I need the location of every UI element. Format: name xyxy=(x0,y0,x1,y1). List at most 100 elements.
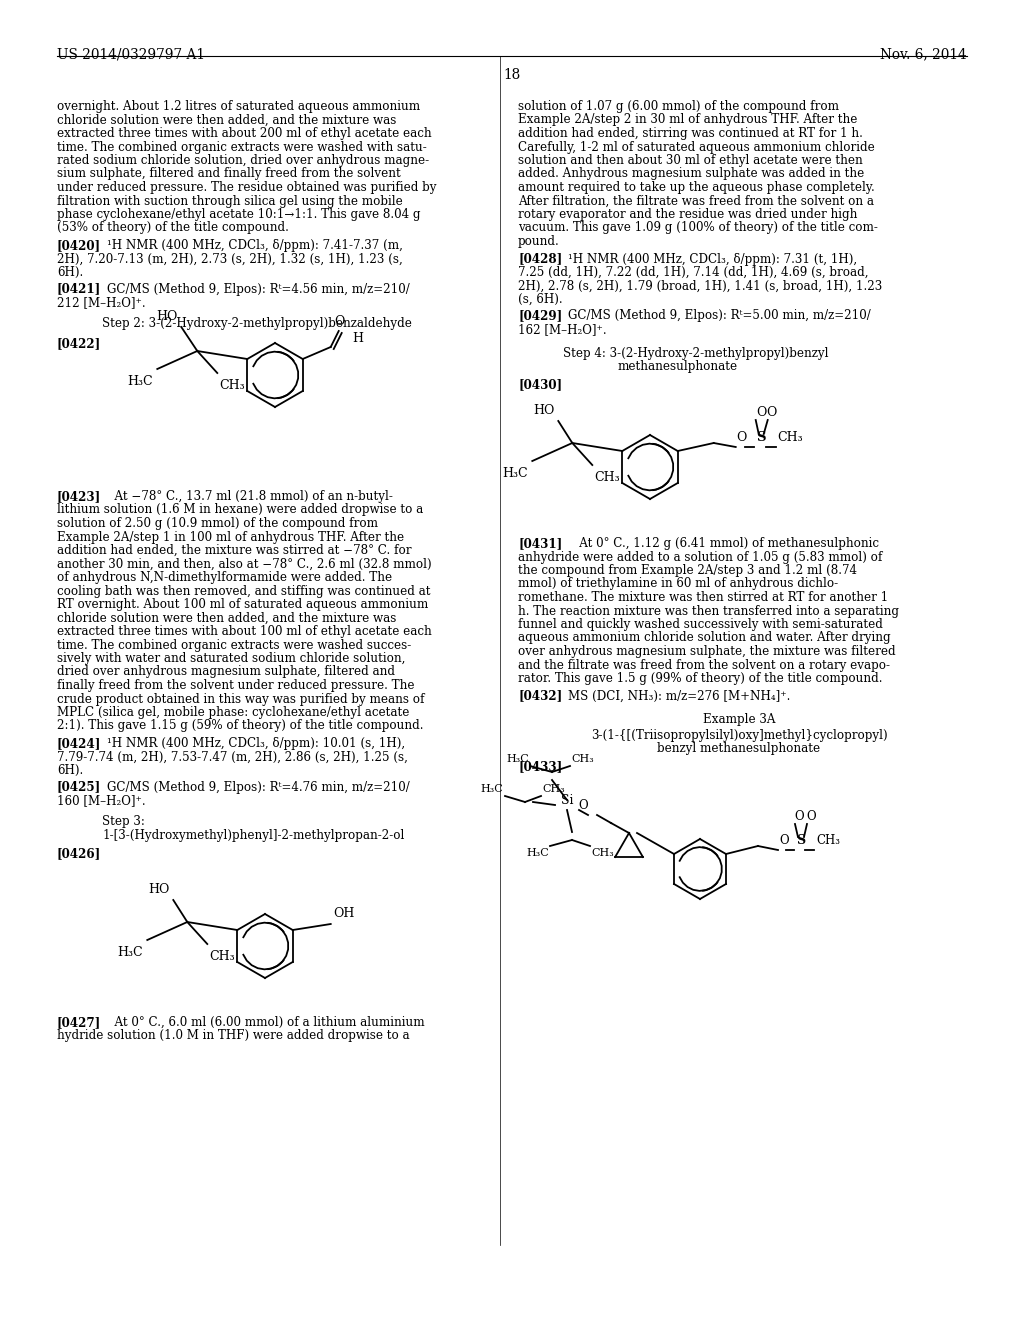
Text: Step 3:: Step 3: xyxy=(102,816,144,829)
Text: 212 [M–H₂O]⁺.: 212 [M–H₂O]⁺. xyxy=(57,296,145,309)
Text: [0426]: [0426] xyxy=(57,847,101,861)
Text: H₃C: H₃C xyxy=(118,946,143,960)
Text: S: S xyxy=(756,432,765,444)
Text: GC/MS (Method 9, Elpos): Rᵗ=4.56 min, m/z=210/: GC/MS (Method 9, Elpos): Rᵗ=4.56 min, m/… xyxy=(106,282,410,296)
Text: another 30 min, and then, also at −78° C., 2.6 ml (32.8 mmol): another 30 min, and then, also at −78° C… xyxy=(57,557,432,570)
Text: HO: HO xyxy=(147,883,169,896)
Text: After filtration, the filtrate was freed from the solvent on a: After filtration, the filtrate was freed… xyxy=(518,194,874,207)
Text: 2H), 2.78 (s, 2H), 1.79 (broad, 1H), 1.41 (s, broad, 1H), 1.23: 2H), 2.78 (s, 2H), 1.79 (broad, 1H), 1.4… xyxy=(518,280,883,293)
Text: 160 [M–H₂O]⁺.: 160 [M–H₂O]⁺. xyxy=(57,795,145,807)
Text: added. Anhydrous magnesium sulphate was added in the: added. Anhydrous magnesium sulphate was … xyxy=(518,168,864,181)
Text: HO: HO xyxy=(532,404,554,417)
Text: H₃C: H₃C xyxy=(503,467,528,480)
Text: Si: Si xyxy=(561,795,573,807)
Text: solution of 1.07 g (6.00 mmol) of the compound from: solution of 1.07 g (6.00 mmol) of the co… xyxy=(518,100,839,114)
Text: addition had ended, the mixture was stirred at −78° C. for: addition had ended, the mixture was stir… xyxy=(57,544,412,557)
Text: pound.: pound. xyxy=(518,235,560,248)
Text: Example 3A: Example 3A xyxy=(702,713,775,726)
Text: filtration with suction through silica gel using the mobile: filtration with suction through silica g… xyxy=(57,194,402,207)
Text: RT overnight. About 100 ml of saturated aqueous ammonium: RT overnight. About 100 ml of saturated … xyxy=(57,598,428,611)
Text: GC/MS (Method 9, Elpos): Rᵗ=4.76 min, m/z=210/: GC/MS (Method 9, Elpos): Rᵗ=4.76 min, m/… xyxy=(106,780,410,793)
Text: addition had ended, stirring was continued at RT for 1 h.: addition had ended, stirring was continu… xyxy=(518,127,863,140)
Text: CH₃: CH₃ xyxy=(594,471,620,484)
Text: Step 4: 3-(2-Hydroxy-2-methylpropyl)benzyl: Step 4: 3-(2-Hydroxy-2-methylpropyl)benz… xyxy=(563,346,828,359)
Text: 2H), 7.20-7.13 (m, 2H), 2.73 (s, 2H), 1.32 (s, 1H), 1.23 (s,: 2H), 7.20-7.13 (m, 2H), 2.73 (s, 2H), 1.… xyxy=(57,252,402,265)
Text: CH₃: CH₃ xyxy=(542,784,565,795)
Text: aqueous ammonium chloride solution and water. After drying: aqueous ammonium chloride solution and w… xyxy=(518,631,891,644)
Text: H: H xyxy=(352,333,364,346)
Text: solution and then about 30 ml of ethyl acetate were then: solution and then about 30 ml of ethyl a… xyxy=(518,154,863,168)
Text: Step 2: 3-(2-Hydroxy-2-methylpropyl)benzaldehyde: Step 2: 3-(2-Hydroxy-2-methylpropyl)benz… xyxy=(102,318,412,330)
Text: CH₃: CH₃ xyxy=(209,950,234,964)
Text: dried over anhydrous magnesium sulphate, filtered and: dried over anhydrous magnesium sulphate,… xyxy=(57,665,395,678)
Text: O: O xyxy=(794,810,804,822)
Text: H₃C: H₃C xyxy=(506,754,529,764)
Text: At 0° C., 6.0 ml (6.00 mmol) of a lithium aluminium: At 0° C., 6.0 ml (6.00 mmol) of a lithiu… xyxy=(106,1016,425,1030)
Text: CH₃: CH₃ xyxy=(571,754,594,764)
Text: solution of 2.50 g (10.9 mmol) of the compound from: solution of 2.50 g (10.9 mmol) of the co… xyxy=(57,517,378,531)
Text: 7.25 (dd, 1H), 7.22 (dd, 1H), 7.14 (dd, 1H), 4.69 (s, broad,: 7.25 (dd, 1H), 7.22 (dd, 1H), 7.14 (dd, … xyxy=(518,267,868,279)
Text: 2:1). This gave 1.15 g (59% of theory) of the title compound.: 2:1). This gave 1.15 g (59% of theory) o… xyxy=(57,719,424,733)
Text: At −78° C., 13.7 ml (21.8 mmol) of an n-butyl-: At −78° C., 13.7 ml (21.8 mmol) of an n-… xyxy=(106,490,393,503)
Text: Nov. 6, 2014: Nov. 6, 2014 xyxy=(881,48,967,61)
Text: time. The combined organic extracts were washed succes-: time. The combined organic extracts were… xyxy=(57,639,412,652)
Text: [0424]: [0424] xyxy=(57,737,101,750)
Text: (s, 6H).: (s, 6H). xyxy=(518,293,562,306)
Text: ¹H NMR (400 MHz, CDCl₃, δ/ppm): 7.31 (t, 1H),: ¹H NMR (400 MHz, CDCl₃, δ/ppm): 7.31 (t,… xyxy=(568,252,857,265)
Text: overnight. About 1.2 litres of saturated aqueous ammonium: overnight. About 1.2 litres of saturated… xyxy=(57,100,420,114)
Text: methanesulphonate: methanesulphonate xyxy=(618,360,738,374)
Text: 162 [M–H₂O]⁺.: 162 [M–H₂O]⁺. xyxy=(518,323,606,337)
Text: mmol) of triethylamine in 60 ml of anhydrous dichlo-: mmol) of triethylamine in 60 ml of anhyd… xyxy=(518,578,838,590)
Text: phase cyclohexane/ethyl acetate 10:1→1:1. This gave 8.04 g: phase cyclohexane/ethyl acetate 10:1→1:1… xyxy=(57,209,421,220)
Text: funnel and quickly washed successively with semi-saturated: funnel and quickly washed successively w… xyxy=(518,618,883,631)
Text: [0427]: [0427] xyxy=(57,1016,101,1030)
Text: HO: HO xyxy=(156,310,177,323)
Text: romethane. The mixture was then stirred at RT for another 1: romethane. The mixture was then stirred … xyxy=(518,591,888,605)
Text: of anhydrous N,N-dimethylformamide were added. The: of anhydrous N,N-dimethylformamide were … xyxy=(57,572,392,583)
Text: vacuum. This gave 1.09 g (100% of theory) of the title com-: vacuum. This gave 1.09 g (100% of theory… xyxy=(518,222,878,235)
Text: ¹H NMR (400 MHz, CDCl₃, δ/ppm): 10.01 (s, 1H),: ¹H NMR (400 MHz, CDCl₃, δ/ppm): 10.01 (s… xyxy=(106,737,406,750)
Text: sively with water and saturated sodium chloride solution,: sively with water and saturated sodium c… xyxy=(57,652,406,665)
Text: and the filtrate was freed from the solvent on a rotary evapo-: and the filtrate was freed from the solv… xyxy=(518,659,890,672)
Text: cooling bath was then removed, and stiffing was continued at: cooling bath was then removed, and stiff… xyxy=(57,585,430,598)
Text: 1-[3-(Hydroxymethyl)phenyl]-2-methylpropan-2-ol: 1-[3-(Hydroxymethyl)phenyl]-2-methylprop… xyxy=(102,829,404,842)
Text: H₃C: H₃C xyxy=(526,847,549,858)
Text: over anhydrous magnesium sulphate, the mixture was filtered: over anhydrous magnesium sulphate, the m… xyxy=(518,645,896,657)
Text: GC/MS (Method 9, Elpos): Rᵗ=5.00 min, m/z=210/: GC/MS (Method 9, Elpos): Rᵗ=5.00 min, m/… xyxy=(568,309,870,322)
Text: hydride solution (1.0 M in THF) were added dropwise to a: hydride solution (1.0 M in THF) were add… xyxy=(57,1030,410,1043)
Text: [0421]: [0421] xyxy=(57,282,101,296)
Text: H₃C: H₃C xyxy=(480,784,503,795)
Text: Example 2A/step 2 in 30 ml of anhydrous THF. After the: Example 2A/step 2 in 30 ml of anhydrous … xyxy=(518,114,857,127)
Text: CH₃: CH₃ xyxy=(777,432,804,444)
Text: Example 2A/step 1 in 100 ml of anhydrous THF. After the: Example 2A/step 1 in 100 ml of anhydrous… xyxy=(57,531,404,544)
Text: H₃C: H₃C xyxy=(128,375,154,388)
Text: h. The reaction mixture was then transferred into a separating: h. The reaction mixture was then transfe… xyxy=(518,605,899,618)
Text: Carefully, 1-2 ml of saturated aqueous ammonium chloride: Carefully, 1-2 ml of saturated aqueous a… xyxy=(518,140,874,153)
Text: 18: 18 xyxy=(504,69,520,82)
Text: [0425]: [0425] xyxy=(57,780,101,793)
Text: ¹H NMR (400 MHz, CDCl₃, δ/ppm): 7.41-7.37 (m,: ¹H NMR (400 MHz, CDCl₃, δ/ppm): 7.41-7.3… xyxy=(106,239,402,252)
Text: rator. This gave 1.5 g (99% of theory) of the title compound.: rator. This gave 1.5 g (99% of theory) o… xyxy=(518,672,883,685)
Text: CH₃: CH₃ xyxy=(591,847,613,858)
Text: OH: OH xyxy=(334,907,355,920)
Text: O: O xyxy=(767,407,777,418)
Text: lithium solution (1.6 M in hexane) were added dropwise to a: lithium solution (1.6 M in hexane) were … xyxy=(57,503,423,516)
Text: amount required to take up the aqueous phase completely.: amount required to take up the aqueous p… xyxy=(518,181,874,194)
Text: [0422]: [0422] xyxy=(57,337,101,350)
Text: O: O xyxy=(757,407,767,418)
Text: At 0° C., 1.12 g (6.41 mmol) of methanesulphonic: At 0° C., 1.12 g (6.41 mmol) of methanes… xyxy=(568,537,879,550)
Text: crude product obtained in this way was purified by means of: crude product obtained in this way was p… xyxy=(57,693,425,705)
Text: O: O xyxy=(736,432,748,444)
Text: [0429]: [0429] xyxy=(518,309,562,322)
Text: anhydride were added to a solution of 1.05 g (5.83 mmol) of: anhydride were added to a solution of 1.… xyxy=(518,550,883,564)
Text: [0428]: [0428] xyxy=(518,252,562,265)
Text: US 2014/0329797 A1: US 2014/0329797 A1 xyxy=(57,48,205,61)
Text: [0420]: [0420] xyxy=(57,239,101,252)
Text: under reduced pressure. The residue obtained was purified by: under reduced pressure. The residue obta… xyxy=(57,181,436,194)
Text: O: O xyxy=(806,810,815,822)
Text: 7.79-7.74 (m, 2H), 7.53-7.47 (m, 2H), 2.86 (s, 2H), 1.25 (s,: 7.79-7.74 (m, 2H), 7.53-7.47 (m, 2H), 2.… xyxy=(57,751,408,763)
Text: [0431]: [0431] xyxy=(518,537,562,550)
Text: CH₃: CH₃ xyxy=(816,834,840,847)
Text: O: O xyxy=(779,834,788,847)
Text: MS (DCI, NH₃): m/z=276 [M+NH₄]⁺.: MS (DCI, NH₃): m/z=276 [M+NH₄]⁺. xyxy=(568,689,791,702)
